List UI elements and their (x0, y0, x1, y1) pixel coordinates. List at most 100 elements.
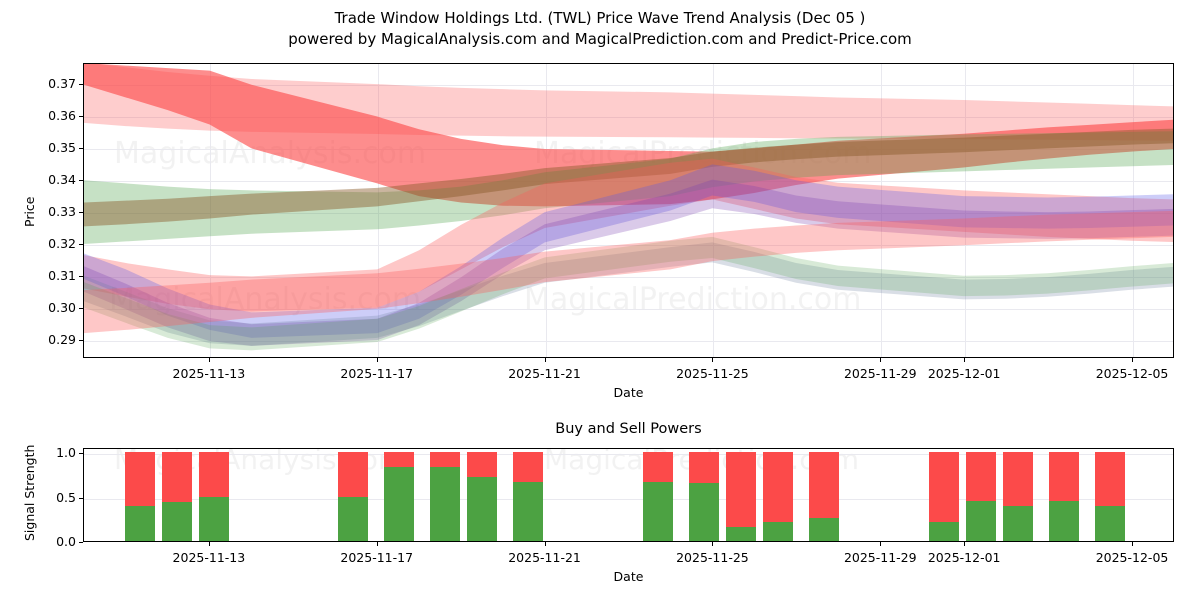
gridline-horizontal (84, 116, 1173, 118)
signal-x-tick-label: 2025-12-01 (927, 550, 1001, 565)
price-y-tick-label: 0.31 (48, 268, 76, 284)
price-y-tick-mark (79, 180, 83, 182)
price-y-tick-mark (79, 83, 83, 85)
price-wave-bands (84, 64, 1173, 351)
price-x-tick-label: 2025-12-01 (927, 366, 1001, 381)
sell-power-segment (513, 452, 543, 482)
signal-bar[interactable] (1003, 452, 1033, 541)
signal-bar[interactable] (467, 452, 497, 541)
signal-bar[interactable] (430, 452, 460, 541)
signal-bar[interactable] (643, 452, 673, 541)
gridline-horizontal (84, 454, 1173, 456)
signal-bar[interactable] (338, 452, 368, 541)
signal-bar[interactable] (384, 452, 414, 541)
gridline-vertical (965, 64, 967, 357)
signal-y-tick-mark (79, 453, 83, 455)
signal-bar[interactable] (513, 452, 543, 541)
signal-bar[interactable] (125, 452, 155, 541)
price-x-tick-label: 2025-11-29 (843, 366, 917, 381)
buy-power-segment (1003, 506, 1033, 541)
buy-power-segment (384, 467, 414, 541)
gridline-horizontal (84, 213, 1173, 215)
buy-power-segment (162, 501, 192, 541)
buy-power-segment (513, 481, 543, 541)
signal-y-tick-mark (79, 497, 83, 499)
price-x-tick-mark (880, 358, 882, 362)
signal-x-tick-mark (544, 542, 546, 546)
buy-power-segment (125, 506, 155, 541)
wave-band-band-green-low (84, 236, 1173, 351)
signal-axis-label: Signal Strength (22, 444, 37, 541)
sell-power-segment (1095, 452, 1125, 507)
price-x-tick-label: 2025-11-13 (172, 366, 246, 381)
signal-x-tick-mark (1132, 542, 1134, 546)
wave-band-band-green-wide (84, 131, 1173, 244)
gridline-vertical (377, 64, 379, 357)
price-y-tick-label: 0.34 (48, 172, 76, 188)
signal-bar[interactable] (199, 452, 229, 541)
signal-x-tick-mark (712, 542, 714, 546)
price-y-tick-mark (79, 115, 83, 117)
signal-bar[interactable] (929, 452, 959, 541)
signal-bar[interactable] (966, 452, 996, 541)
sell-power-segment (966, 452, 996, 502)
wave-band-band-steel-low (84, 242, 1173, 346)
wave-band-band-blue-rising (84, 164, 1173, 338)
page-title: Trade Window Holdings Ltd. (TWL) Price W… (334, 9, 866, 27)
page-subtitle: powered by MagicalAnalysis.com and Magic… (288, 30, 912, 48)
gridline-horizontal (84, 148, 1173, 150)
sell-power-segment (689, 452, 719, 484)
signal-y-tick-label: 0.0 (56, 534, 76, 549)
price-x-tick-label: 2025-11-21 (508, 366, 581, 381)
price-x-tick-mark (208, 358, 210, 362)
buy-power-segment (929, 521, 959, 541)
price-y-tick-mark (79, 147, 83, 149)
wave-band-band-purple-rising (84, 179, 1173, 346)
signal-x-tick-mark (376, 542, 378, 546)
price-y-tick-label: 0.32 (48, 236, 76, 252)
wave-band-band-red-steep (84, 64, 1173, 207)
signal-bar[interactable] (726, 452, 756, 541)
price-axis-label: Price (22, 196, 37, 227)
signal-y-tick-mark (79, 542, 83, 543)
signal-bar[interactable] (1095, 452, 1125, 541)
buy-power-segment (809, 517, 839, 541)
wave-band-band-red-right (84, 210, 1173, 334)
signal-bar[interactable] (1049, 452, 1079, 541)
gridline-vertical (713, 64, 715, 357)
price-y-tick-label: 0.35 (48, 139, 76, 155)
buy-power-segment (430, 467, 460, 541)
sell-power-segment (467, 452, 497, 478)
signal-bar[interactable] (689, 452, 719, 541)
signal-bar[interactable] (809, 452, 839, 541)
signal-bar[interactable] (162, 452, 192, 541)
signal-y-tick-label: 1.0 (56, 445, 76, 461)
gridline-vertical (881, 64, 883, 357)
gridline-vertical (209, 64, 211, 357)
price-chart-plot-area: MagicalAnalysis.com MagicalPrediction.com… (83, 63, 1174, 358)
signal-x-tick-mark (964, 542, 966, 546)
signal-x-tick-mark (880, 542, 882, 546)
buy-power-segment (966, 501, 996, 541)
gridline-vertical (545, 64, 547, 357)
price-x-tick-mark (544, 358, 546, 362)
sell-power-segment (763, 452, 793, 522)
buy-power-segment (763, 521, 793, 541)
signal-chart-title: Buy and Sell Powers (555, 421, 702, 437)
buy-power-segment (1095, 506, 1125, 541)
price-y-tick-label: 0.37 (48, 75, 76, 91)
price-y-tick-label: 0.36 (48, 107, 76, 123)
price-y-tick-mark (79, 244, 83, 246)
gridline-horizontal (84, 341, 1173, 343)
price-x-tick-label: 2025-12-05 (1095, 366, 1169, 381)
sell-power-segment (929, 452, 959, 522)
gridline-horizontal (84, 498, 1173, 500)
chart-title-block: Trade Window Holdings Ltd. (TWL) Price W… (0, 8, 1200, 50)
signal-bar[interactable] (763, 452, 793, 541)
buy-power-segment (726, 526, 756, 541)
price-x-tick-mark (1132, 358, 1134, 362)
price-y-tick-label: 0.33 (48, 204, 76, 220)
signal-xaxis-label: Date (613, 569, 644, 584)
